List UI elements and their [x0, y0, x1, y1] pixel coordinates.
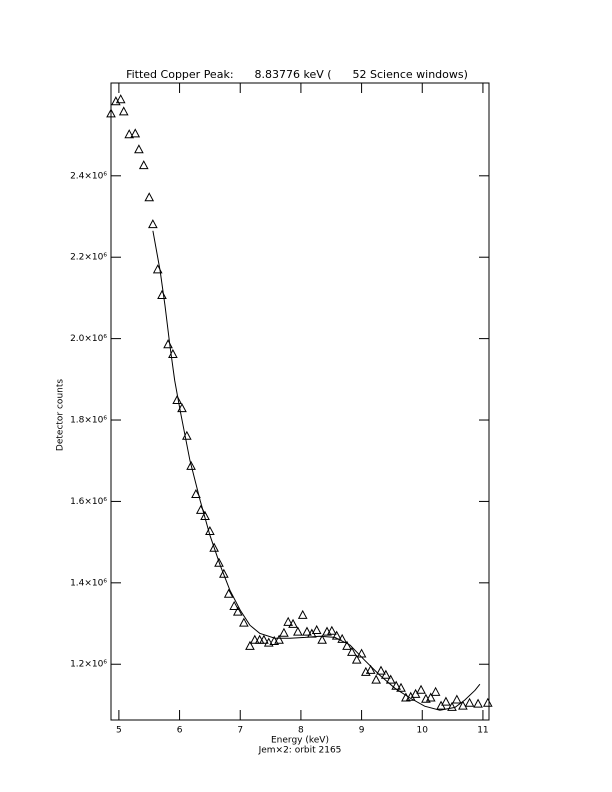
data-point [157, 289, 167, 299]
data-point [219, 568, 229, 578]
x-tick-label: 8 [298, 726, 304, 736]
data-point [118, 106, 129, 116]
data-point [245, 640, 255, 650]
data-point [172, 394, 182, 404]
data-point [365, 664, 376, 674]
data-point [259, 634, 269, 644]
data-point [430, 686, 441, 696]
data-point [327, 625, 337, 635]
data-point [274, 634, 284, 644]
data-point [148, 219, 158, 229]
data-point [124, 129, 135, 139]
y-tick-label: 2.2×10⁶ [70, 253, 107, 263]
data-point [371, 674, 381, 684]
data-point [385, 674, 396, 684]
data-point [115, 94, 126, 104]
data-point [130, 128, 141, 138]
data-point [223, 588, 234, 598]
y-tick-label: 1.6×10⁶ [70, 497, 107, 507]
data-point [283, 616, 294, 626]
subtitle: Jem×2: orbit 2165 [258, 746, 342, 756]
data-point [134, 144, 144, 154]
data-point [317, 634, 327, 644]
data-point [441, 696, 451, 706]
data-point [405, 691, 416, 701]
data-point [293, 626, 303, 636]
data-point [447, 701, 457, 711]
data-point [381, 669, 391, 679]
data-point [311, 624, 322, 634]
data-point [464, 697, 475, 707]
data-point [288, 618, 298, 628]
data-point [214, 557, 224, 567]
data-point [239, 617, 249, 627]
data-point [249, 634, 260, 644]
data-point [458, 700, 468, 710]
x-tick-label: 10 [417, 726, 429, 736]
x-tick-label: 11 [477, 726, 488, 736]
data-point [168, 348, 178, 358]
data-point [163, 339, 173, 349]
y-tick-label: 1.8×10⁶ [70, 416, 107, 426]
data-point [263, 637, 274, 647]
fit-line [152, 230, 481, 711]
data-point [351, 654, 362, 664]
data-point [331, 630, 342, 640]
data-point [302, 626, 312, 636]
data-point [347, 646, 357, 656]
data-point [144, 192, 155, 202]
data-point [376, 665, 386, 675]
x-tick-label: 9 [359, 726, 365, 736]
data-point [229, 600, 240, 610]
data-point [232, 606, 243, 616]
data-point [342, 640, 352, 650]
data-point [138, 160, 149, 170]
y-tick-label: 2.0×10⁶ [70, 334, 107, 344]
data-point [209, 542, 219, 552]
data-point [356, 648, 367, 658]
y-tick-label: 1.4×10⁶ [70, 578, 107, 588]
data-point [473, 698, 483, 708]
x-axis-label: Energy (keV) [271, 736, 329, 746]
data-point [416, 684, 426, 694]
y-tick-label: 2.4×10⁶ [70, 171, 107, 181]
data-point [297, 609, 308, 619]
data-point [452, 694, 462, 704]
data-point [279, 627, 289, 637]
x-tick-label: 5 [116, 726, 122, 736]
y-tick-label: 1.2×10⁶ [70, 660, 107, 670]
plot-frame [110, 82, 490, 721]
data-point [106, 108, 116, 118]
x-tick-label: 6 [177, 726, 183, 736]
data-point [337, 633, 348, 643]
chart-title: Fitted Copper Peak: 8.83776 keV ( 52 Sci… [126, 68, 468, 81]
data-point [396, 682, 406, 692]
data-point [425, 692, 436, 702]
data-point [482, 697, 493, 707]
data-point [186, 460, 196, 470]
y-axis-label: Detector counts [56, 379, 66, 451]
x-tick-label: 7 [237, 726, 243, 736]
